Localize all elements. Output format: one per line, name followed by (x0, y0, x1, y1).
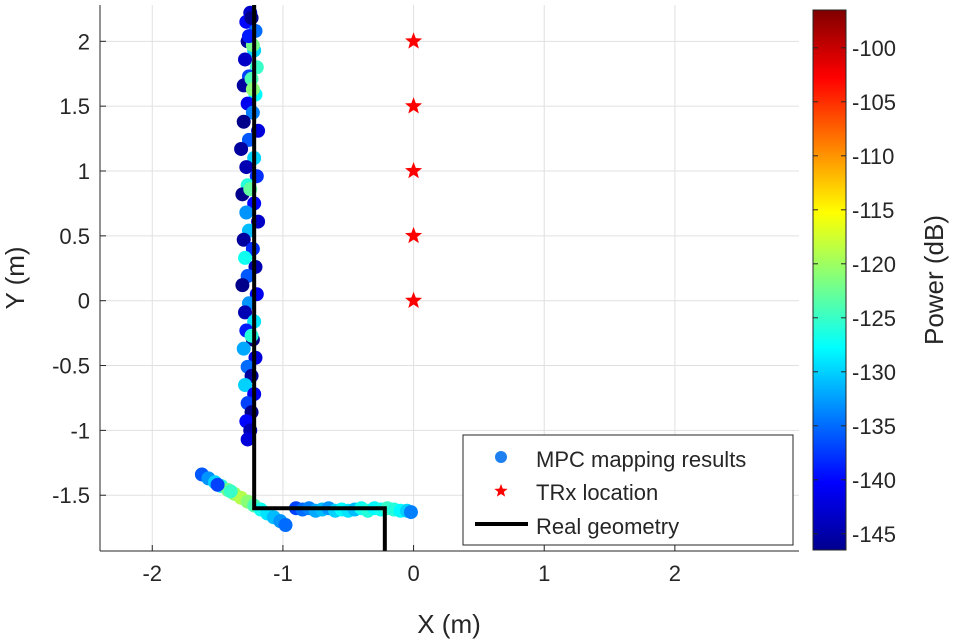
y-tick-label: -0.5 (52, 354, 90, 379)
mpc-point (236, 341, 251, 356)
legend-marker-trx (494, 484, 508, 497)
colorbar-gradient (812, 9, 847, 551)
legend-marker-mpc (495, 451, 507, 463)
colorbar-tick-label: -130 (852, 360, 896, 385)
mpc-point (244, 10, 259, 25)
mpc-point (238, 378, 253, 392)
colorbar-tick-label: -125 (852, 306, 896, 331)
mpc-point (244, 328, 259, 343)
y-tick-label: -1 (70, 418, 90, 443)
colorbar-tick-label: -145 (852, 522, 896, 547)
trx-location-star (405, 97, 423, 114)
data-layer (194, 5, 423, 551)
trx-location-star (405, 291, 423, 308)
y-axis-title: Y (m) (0, 246, 30, 309)
colorbar-tick-label: -110 (852, 144, 894, 169)
mpc-point (236, 114, 251, 129)
legend-label-trx: TRx location (536, 480, 658, 505)
mpc-point (235, 278, 250, 293)
y-tick-label: 1.5 (59, 94, 90, 119)
x-tick-label: 1 (538, 561, 550, 586)
x-tick-label: 2 (669, 561, 681, 586)
mpc-point (239, 205, 254, 220)
axes: -2 -1 0 1 2 -1.5 -1 -0.5 0 0.5 1 1.5 2 (52, 5, 799, 586)
mpc-point (223, 484, 238, 499)
mpc-point (210, 477, 225, 492)
legend: MPC mapping results TRx location Real ge… (462, 434, 794, 546)
mpc-point (238, 250, 253, 265)
colorbar-tick-label: -135 (852, 414, 896, 439)
colorbar-title: Power (dB) (919, 215, 949, 345)
x-tick-label: -1 (273, 561, 293, 586)
legend-label-geometry: Real geometry (536, 514, 679, 539)
mpc-point (278, 518, 293, 533)
real-geometry-line (252, 5, 387, 551)
colorbar-tick-label: -105 (852, 90, 896, 115)
mpc-point (403, 505, 418, 520)
trx-location-star (405, 32, 423, 49)
mpc-point (240, 432, 255, 447)
mpc-point (238, 305, 253, 320)
y-tick-label: 0 (78, 289, 90, 314)
grid (100, 5, 799, 551)
trx-location-star (405, 226, 423, 244)
legend-label-mpc: MPC mapping results (536, 447, 746, 472)
x-axis-title: X (m) (417, 609, 481, 639)
x-tick-label: 0 (407, 561, 419, 586)
y-tick-label: -1.5 (52, 483, 90, 508)
mpc-point (239, 160, 254, 175)
mpc-point (234, 141, 249, 156)
colorbar-tick-label: -140 (852, 468, 896, 493)
mpc-point (238, 52, 253, 67)
colorbar-tick-label: -120 (852, 252, 896, 277)
y-tick-label: 0.5 (59, 224, 90, 249)
mpc-point (236, 232, 251, 247)
y-tick-label: 2 (78, 29, 90, 54)
x-tick-label: -2 (142, 561, 162, 586)
legend-box (462, 434, 794, 546)
colorbar-tick-label: -100 (852, 36, 896, 61)
trx-location-star (405, 162, 423, 179)
y-tick-label: 1 (78, 159, 90, 184)
colorbar-tick-label: -115 (852, 198, 894, 223)
colorbar: -100 -105 -110 -115 -120 -125 -130 -135 -140 -145 (812, 9, 896, 551)
